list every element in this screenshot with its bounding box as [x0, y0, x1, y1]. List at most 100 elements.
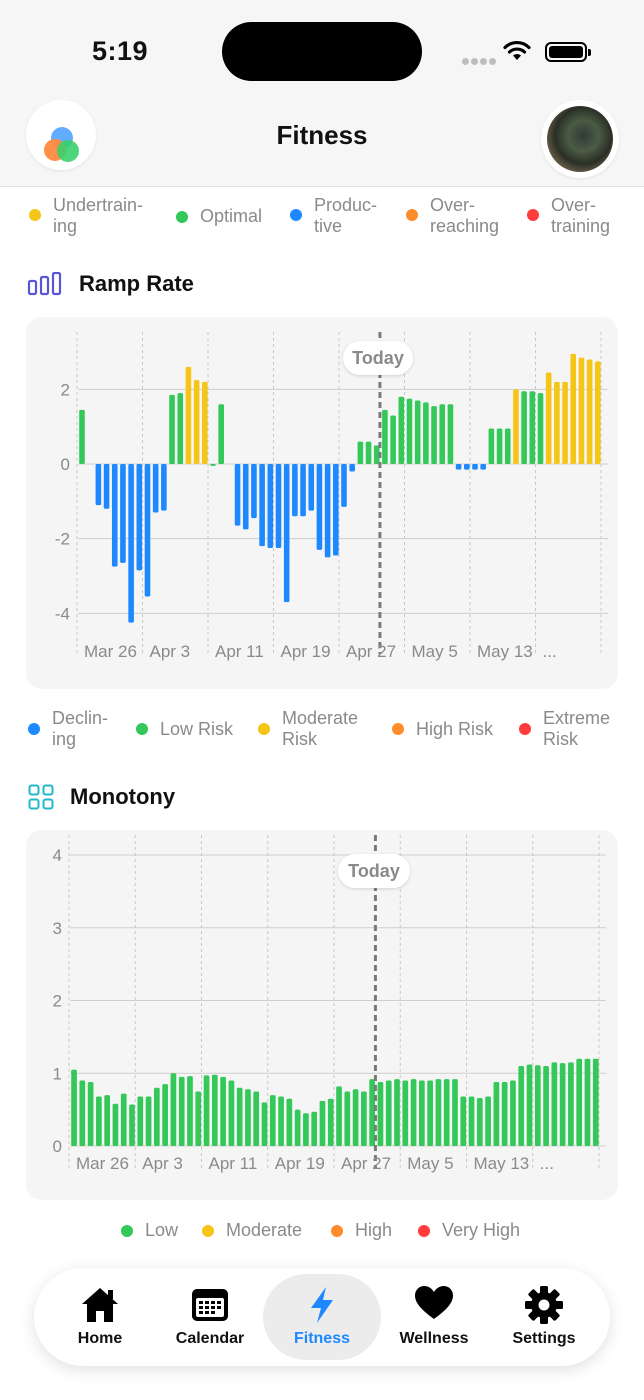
bar [195, 1091, 202, 1146]
app-logo-button[interactable] [26, 100, 96, 170]
bar [79, 1080, 86, 1146]
tab-label: Home [77, 1330, 123, 1347]
bar [292, 464, 298, 517]
legend-item: Low Risk [136, 708, 233, 740]
legend-item: Over- reaching [406, 195, 499, 237]
bar [373, 445, 380, 464]
y-tick-label: -2 [55, 530, 70, 549]
legend-dot [176, 211, 188, 223]
bar [551, 1062, 558, 1146]
bar [537, 393, 544, 464]
bar [303, 1113, 309, 1146]
bar [71, 1069, 77, 1146]
bar [493, 1081, 500, 1146]
bar [278, 1096, 284, 1146]
bar [352, 1089, 359, 1146]
bar [324, 464, 331, 558]
bar [435, 1079, 442, 1146]
bar [104, 1095, 111, 1146]
legend-item: Over- training [527, 195, 610, 237]
bar [87, 1081, 94, 1146]
house-icon [82, 1288, 118, 1322]
y-tick-label: 0 [53, 1137, 62, 1156]
bar [496, 428, 503, 464]
legend-item: Moderate [202, 1220, 302, 1241]
bar [259, 464, 265, 547]
cellular-signal-icon [462, 52, 498, 70]
x-tick-label: Mar 26 [76, 1154, 129, 1173]
avatar[interactable] [541, 100, 619, 178]
tab-fitness[interactable]: Fitness [263, 1268, 381, 1366]
tab-settings[interactable]: Settings [496, 1268, 592, 1366]
x-tick-label: ... [540, 1154, 554, 1173]
bar [103, 464, 110, 509]
bar [344, 1091, 351, 1146]
y-tick-label: 1 [53, 1064, 62, 1083]
legend-dot [418, 1225, 430, 1237]
tab-calendar[interactable]: Calendar [160, 1268, 260, 1366]
bar [267, 464, 274, 548]
legend-item: Declin- ing [28, 708, 108, 750]
bar [275, 464, 282, 548]
bar [576, 1058, 583, 1146]
bar [120, 1093, 127, 1146]
bar [485, 1096, 491, 1146]
ramp-rate-title: Ramp Rate [79, 271, 194, 296]
gear-icon [525, 1286, 563, 1324]
legend-dot [121, 1225, 133, 1237]
bar [316, 464, 323, 550]
tab-label: Settings [512, 1330, 576, 1347]
bar [472, 464, 478, 470]
bar [96, 1096, 102, 1146]
heart-icon [415, 1286, 453, 1319]
x-tick-label: Apr 19 [275, 1154, 325, 1173]
bar [545, 372, 552, 464]
bar [308, 464, 315, 511]
x-tick-label: May 13 [474, 1154, 530, 1173]
bar [111, 464, 118, 567]
x-tick-label: Apr 11 [215, 642, 264, 661]
bar [510, 1080, 516, 1146]
bar [242, 464, 249, 530]
legend-dot [519, 723, 531, 735]
bar [152, 464, 159, 513]
bar [311, 1111, 318, 1146]
bar [349, 464, 355, 472]
battery-icon [545, 42, 591, 62]
bar [251, 464, 257, 519]
legend-dot [28, 723, 40, 735]
bar [95, 464, 102, 506]
bar [228, 1080, 235, 1146]
bar [369, 1079, 376, 1146]
legend-dot [392, 723, 404, 735]
bar [464, 464, 470, 470]
bar [333, 464, 339, 556]
bar [79, 409, 85, 464]
bar [178, 1076, 185, 1146]
bar [269, 1095, 276, 1146]
legend-item: Extreme Risk [519, 708, 610, 750]
legend-dot [331, 1225, 343, 1237]
tab-wellness[interactable]: Wellness [386, 1268, 482, 1366]
bar [488, 428, 495, 464]
avatar-photo [547, 106, 613, 172]
bar [193, 380, 200, 464]
bar [253, 1091, 260, 1146]
nav-bar: Fitness [0, 90, 644, 187]
tab-home[interactable]: Home [52, 1268, 148, 1366]
bar [559, 1063, 566, 1146]
ramp-rate-chart: 2 0 -2 -4 Mar 26 Apr 3 Apr 11 Apr 19 Apr 27 May 5… [26, 317, 618, 689]
bar [480, 464, 486, 470]
bar [357, 441, 364, 464]
legend-dot [29, 209, 41, 221]
bar [170, 1073, 177, 1146]
app-logo-icon [44, 127, 79, 162]
bar [460, 1096, 467, 1146]
x-tick-label: Apr 19 [281, 642, 331, 661]
bar [319, 1100, 326, 1146]
x-tick-label: Apr 11 [209, 1154, 258, 1173]
grid-icon [28, 784, 54, 810]
legend-dot [202, 1225, 214, 1237]
bar [218, 404, 224, 464]
bar [501, 1081, 508, 1146]
